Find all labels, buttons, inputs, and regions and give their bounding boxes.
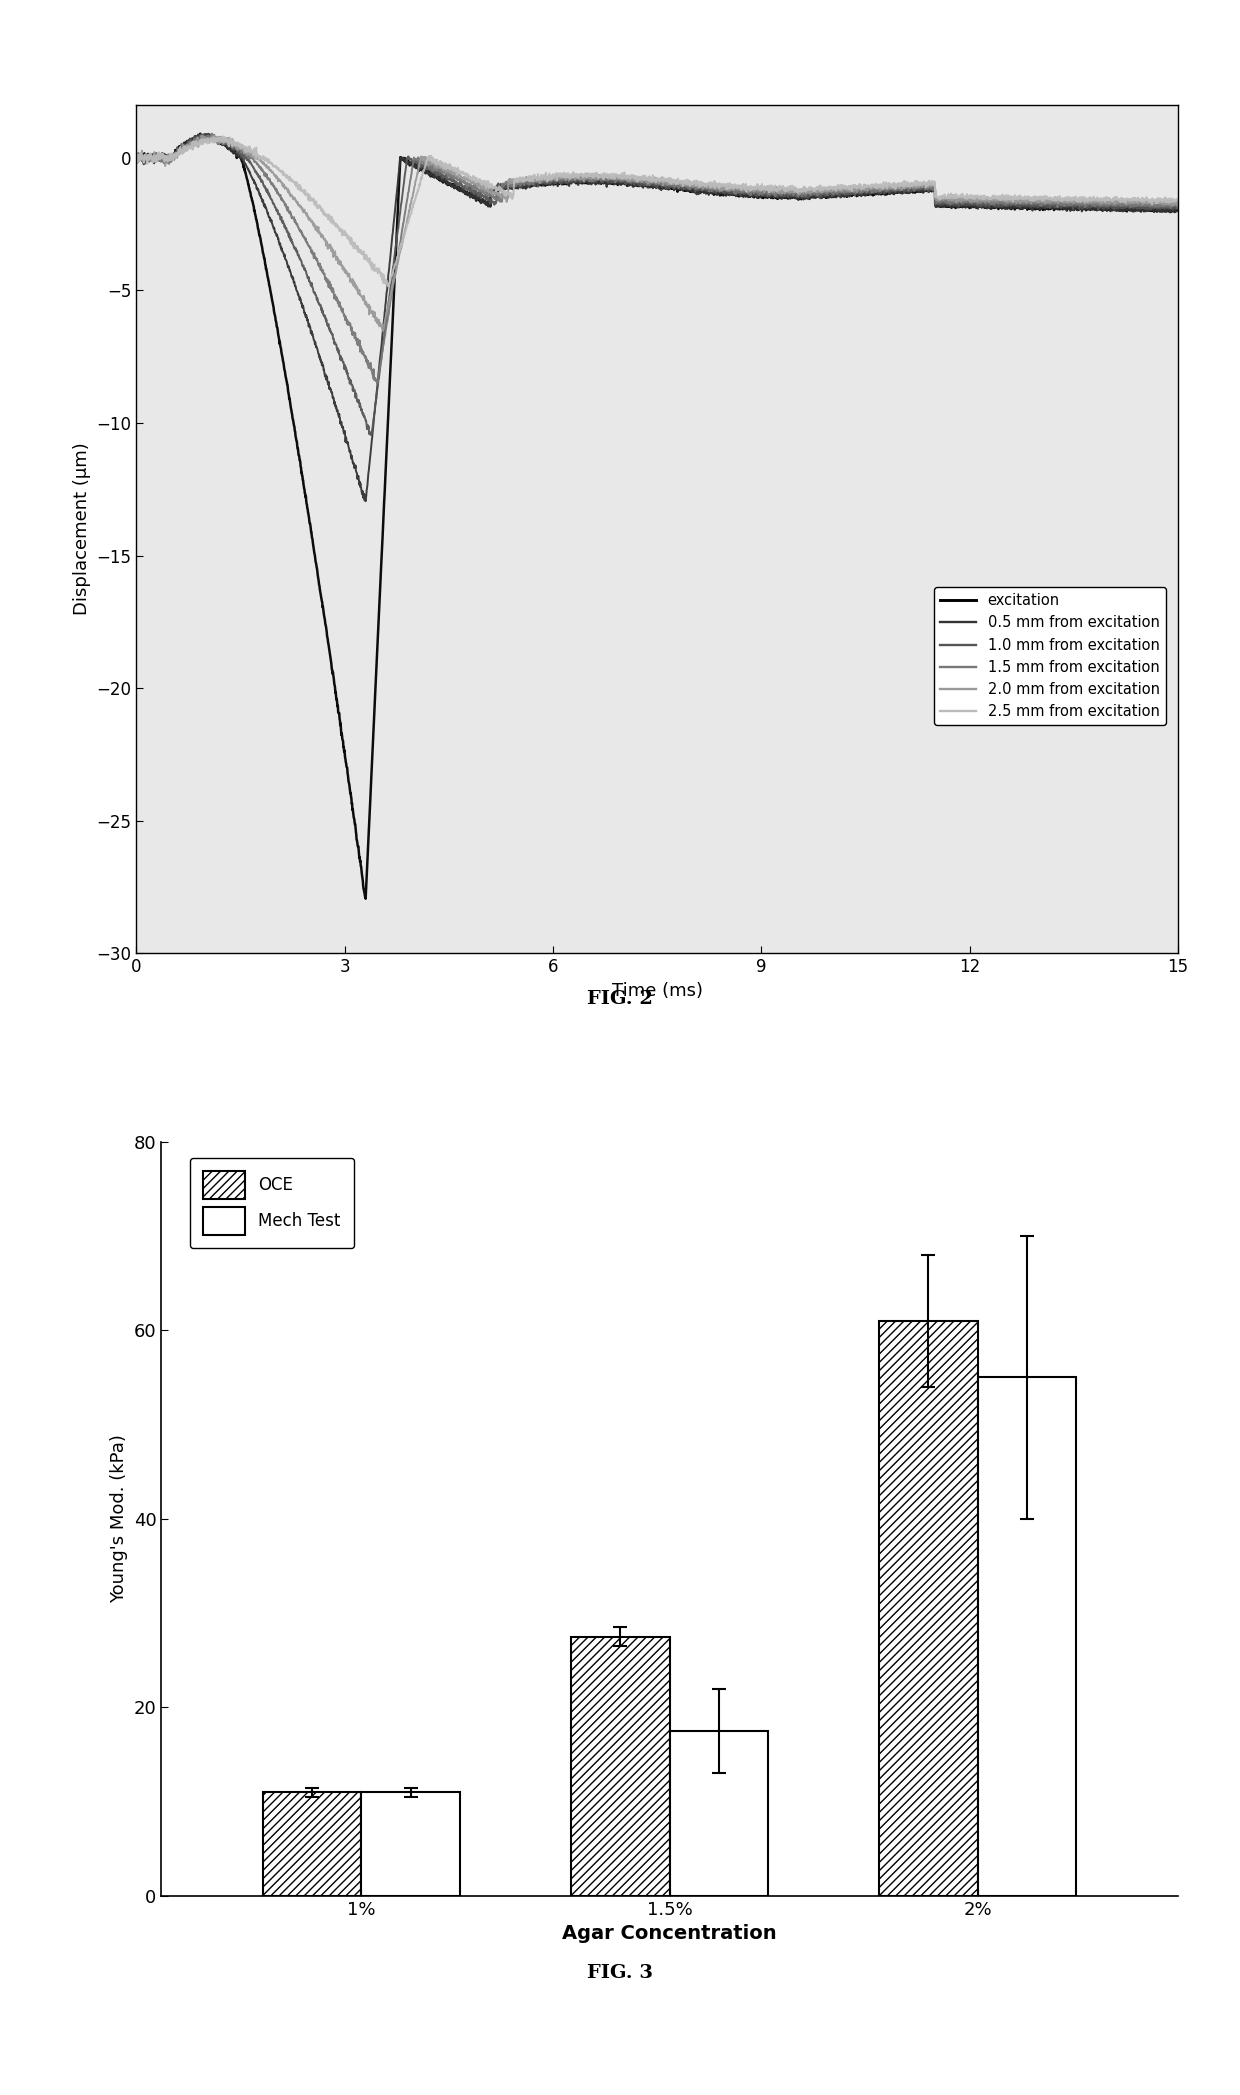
Bar: [263, 1791, 362, 1896]
Bar: [362, 1791, 460, 1896]
Text: FIG. 3: FIG. 3: [587, 1965, 653, 1982]
Bar: [670, 1730, 769, 1896]
Y-axis label: Young's Mod. (kPa): Young's Mod. (kPa): [110, 1435, 128, 1603]
Text: FIG. 2: FIG. 2: [587, 991, 653, 1008]
X-axis label: Agar Concentration: Agar Concentration: [562, 1925, 777, 1944]
Legend: excitation, 0.5 mm from excitation, 1.0 mm from excitation, 1.5 mm from excitati: excitation, 0.5 mm from excitation, 1.0 …: [934, 587, 1166, 725]
Y-axis label: Displacement (μm): Displacement (μm): [73, 442, 91, 616]
X-axis label: Time (ms): Time (ms): [611, 983, 703, 999]
Legend: OCE, Mech Test: OCE, Mech Test: [190, 1159, 353, 1249]
Bar: [879, 1322, 977, 1896]
Bar: [570, 1636, 670, 1896]
Bar: [977, 1379, 1076, 1896]
